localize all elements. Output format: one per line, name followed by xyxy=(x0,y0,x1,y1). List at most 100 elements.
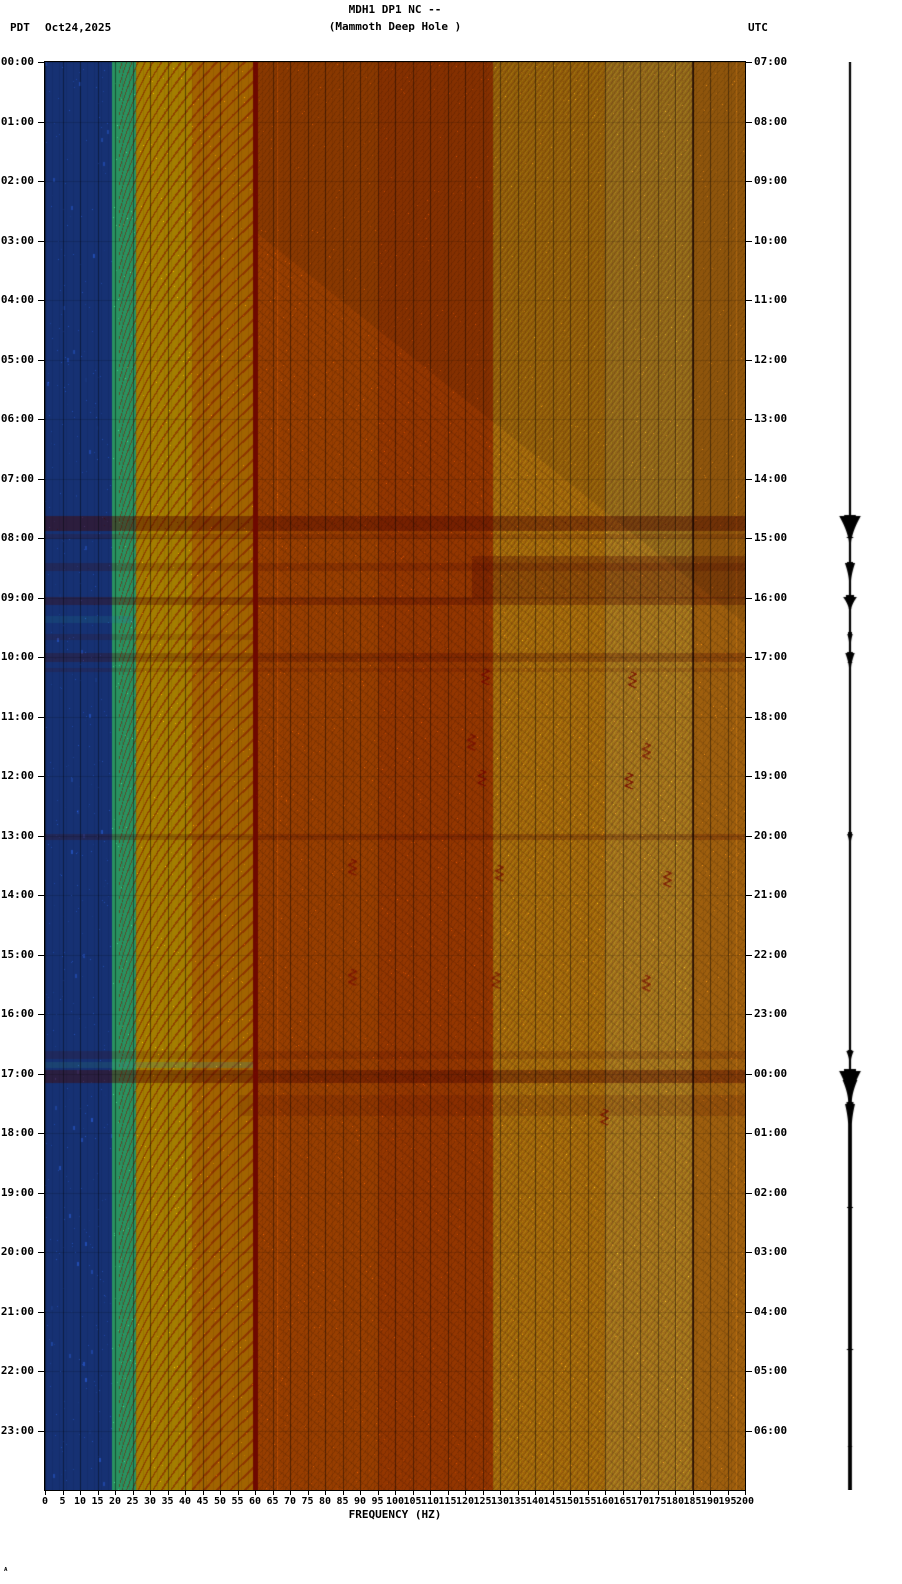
date-label: Oct24,2025 xyxy=(45,21,112,34)
time-tick-mark-left xyxy=(38,121,45,123)
time-tick-label-left: 00:00 xyxy=(0,55,34,68)
freq-tick-label: 25 xyxy=(126,1496,139,1507)
time-tick-label-right: 22:00 xyxy=(754,947,788,961)
freq-tick-mark xyxy=(745,1490,746,1495)
freq-tick-mark xyxy=(395,1490,396,1495)
freq-tick-mark xyxy=(552,1490,554,1495)
freq-tick-mark xyxy=(710,1490,711,1495)
time-tick-label-right: 10:00 xyxy=(754,233,788,247)
freq-tick-mark xyxy=(80,1490,81,1495)
freq-tick-label: 145 xyxy=(543,1496,562,1507)
time-tick-label-right: 23:00 xyxy=(754,1007,788,1020)
time-tick-mark-left xyxy=(38,1430,45,1432)
freq-tick-mark xyxy=(692,1490,694,1495)
time-tick-mark-left xyxy=(38,597,45,599)
freq-tick-mark xyxy=(45,1490,46,1495)
time-tick-mark-right xyxy=(745,657,752,658)
time-tick-mark-right xyxy=(745,716,752,718)
time-tick-label-left: 02:00 xyxy=(0,174,34,187)
freq-tick-label: 0 xyxy=(41,1496,49,1507)
time-tick-mark-right xyxy=(745,1133,752,1134)
time-tick-mark-left xyxy=(38,419,45,420)
freq-tick-label: 105 xyxy=(403,1496,422,1507)
time-tick-label-right: 20:00 xyxy=(754,828,788,842)
time-tick-mark-left xyxy=(38,1371,45,1372)
time-tick-mark-right xyxy=(745,240,752,242)
time-tick-label-left: 11:00 xyxy=(0,709,34,723)
time-tick-label-left: 20:00 xyxy=(0,1245,34,1258)
time-tick-label-right: 17:00 xyxy=(754,650,788,663)
freq-tick-label: 35 xyxy=(161,1496,174,1507)
freq-tick-mark xyxy=(307,1490,309,1495)
freq-tick-mark xyxy=(657,1490,659,1495)
time-tick-mark-left xyxy=(38,62,45,63)
freq-tick-label: 75 xyxy=(301,1496,314,1507)
time-tick-label-left: 18:00 xyxy=(0,1126,34,1139)
time-tick-label-left: 19:00 xyxy=(0,1185,34,1199)
time-tick-label-right: 16:00 xyxy=(754,590,788,604)
time-tick-label-left: 10:00 xyxy=(0,650,34,663)
time-tick-label-right: 07:00 xyxy=(754,55,788,68)
freq-tick-mark xyxy=(517,1490,519,1495)
freq-tick-label: 30 xyxy=(143,1496,157,1507)
time-tick-mark-right xyxy=(745,954,752,956)
freq-tick-label: 160 xyxy=(595,1496,615,1507)
time-tick-label-right: 13:00 xyxy=(754,412,788,425)
time-tick-label-left: 17:00 xyxy=(0,1066,34,1080)
freq-tick-mark xyxy=(272,1490,274,1495)
time-tick-mark-right xyxy=(745,1192,752,1194)
time-tick-label-left: 23:00 xyxy=(0,1423,34,1437)
freq-tick-label: 135 xyxy=(508,1496,527,1507)
freq-tick-mark xyxy=(640,1490,641,1495)
station-title: MDH1 DP1 NC -- xyxy=(348,3,442,16)
station-subtitle: (Mammoth Deep Hole ) xyxy=(328,20,462,33)
time-tick-mark-right xyxy=(745,1311,752,1313)
freq-tick-mark xyxy=(325,1490,326,1495)
time-tick-label-right: 14:00 xyxy=(754,471,788,485)
time-tick-mark-left xyxy=(38,181,45,182)
freq-tick-label: 165 xyxy=(613,1496,632,1507)
freq-tick-mark xyxy=(727,1490,729,1495)
time-tick-label-left: 21:00 xyxy=(0,1304,34,1318)
freq-tick-label: 45 xyxy=(196,1496,209,1507)
freq-tick-label: 155 xyxy=(578,1496,597,1507)
freq-tick-mark xyxy=(360,1490,361,1495)
freq-tick-mark xyxy=(220,1490,221,1495)
freq-tick-label: 175 xyxy=(648,1496,667,1507)
freq-tick-mark xyxy=(377,1490,379,1495)
time-tick-mark-left xyxy=(38,1133,45,1134)
freq-tick-label: 170 xyxy=(630,1496,650,1507)
time-tick-label-left: 14:00 xyxy=(0,888,34,901)
freq-tick-mark xyxy=(412,1490,414,1495)
freq-tick-label: 100 xyxy=(385,1496,405,1507)
frequency-axis-title: FREQUENCY (HZ) xyxy=(348,1508,442,1521)
time-tick-label-left: 06:00 xyxy=(0,412,34,425)
time-tick-mark-left xyxy=(38,716,45,718)
time-tick-mark-left xyxy=(38,657,45,658)
time-tick-label-right: 09:00 xyxy=(754,174,788,187)
time-tick-label-right: 00:00 xyxy=(754,1066,788,1080)
freq-tick-mark xyxy=(342,1490,344,1495)
freq-tick-label: 60 xyxy=(248,1496,262,1507)
time-tick-label-right: 21:00 xyxy=(754,888,788,901)
freq-tick-label: 180 xyxy=(665,1496,685,1507)
time-tick-mark-right xyxy=(745,121,752,123)
timezone-left-label: PDT xyxy=(10,21,30,34)
corner-mark: ᴬ xyxy=(3,1567,9,1577)
freq-tick-label: 150 xyxy=(560,1496,580,1507)
freq-tick-label: 130 xyxy=(490,1496,510,1507)
time-tick-mark-right xyxy=(745,776,752,777)
freq-tick-mark xyxy=(237,1490,239,1495)
freq-tick-label: 140 xyxy=(525,1496,545,1507)
time-tick-mark-right xyxy=(745,300,752,301)
time-tick-mark-left xyxy=(38,1311,45,1313)
freq-tick-mark xyxy=(587,1490,589,1495)
timezone-right-label: UTC xyxy=(748,21,768,34)
time-tick-label-left: 04:00 xyxy=(0,293,34,306)
freq-tick-mark xyxy=(622,1490,624,1495)
time-tick-label-left: 08:00 xyxy=(0,531,34,544)
freq-tick-mark xyxy=(202,1490,204,1495)
freq-tick-mark xyxy=(430,1490,431,1495)
time-tick-mark-left xyxy=(38,1014,45,1015)
time-tick-label-right: 12:00 xyxy=(754,352,788,366)
